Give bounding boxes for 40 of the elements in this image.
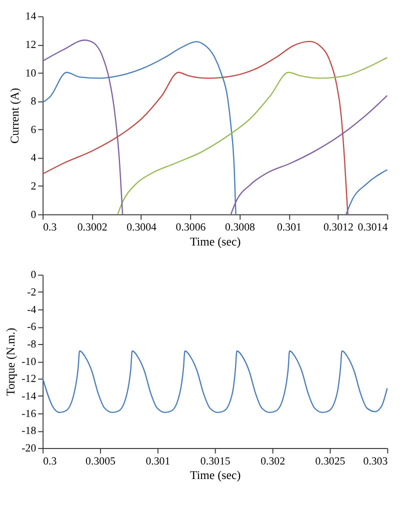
x-tick-label: 0.3012 [324,222,354,234]
y-tick-label: 0 [30,269,37,282]
x-tick-label: 0.3 [43,222,58,234]
y-tick-label: -4 [27,304,37,316]
y-tick-label: -2 [27,286,36,298]
y-tick-label: 2 [30,180,36,192]
y-tick-label: 4 [30,152,37,164]
y-tick-label: -8 [27,338,37,350]
y-tick-label: -18 [22,425,37,438]
line-series [117,56,388,215]
y-tick-label: -6 [27,321,37,334]
x-axis-title: Time (sec) [190,234,241,248]
x-tick-label: 0.3014 [358,222,388,234]
y-tick-label: -20 [22,442,37,454]
x-tick-label: 0.3025 [315,455,346,468]
x-tick-label: 0.302 [260,455,286,468]
x-tick-label: 0.3015 [200,455,231,468]
y-tick-label: -16 [22,408,37,420]
y-tick-label: 6 [30,124,37,136]
y-tick-label: 14 [25,10,37,23]
x-tick-label: 0.3002 [77,222,108,234]
x-tick-label: 0.3 [43,455,58,468]
x-tick-label: 0.3005 [86,455,116,468]
x-tick-label: 0.303 [363,455,388,468]
x-tick-label: 0.301 [276,222,302,234]
y-axis-title: Torque (N.m.) [4,328,18,396]
y-tick-label: -14 [22,390,37,402]
y-tick-label: 10 [25,67,37,80]
y-tick-label: 8 [30,96,37,108]
y-axis-title: Current (A) [7,88,22,144]
y-tick-label: -12 [22,373,36,386]
y-tick-label: 12 [25,39,36,51]
y-tick-label: 0 [30,208,37,221]
x-tick-label: 0.3006 [176,222,206,234]
x-tick-label: 0.3008 [225,222,256,234]
x-axis-title: Time (sec) [190,468,241,482]
x-tick-label: 0.301 [146,455,170,468]
line-series [42,350,388,414]
x-tick-label: 0.3004 [126,222,158,234]
y-tick-label: -10 [22,356,37,368]
